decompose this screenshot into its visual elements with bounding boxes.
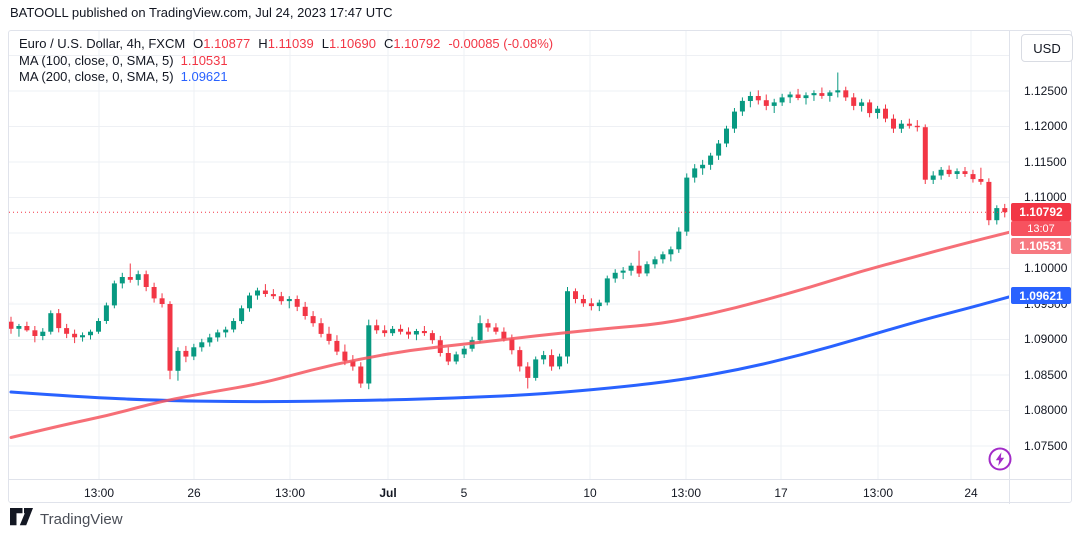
- time-label: 13:00: [274, 486, 306, 500]
- time-label: 5: [460, 486, 468, 500]
- price-label: 1.09000: [1024, 332, 1068, 346]
- price-label: 1.08500: [1024, 368, 1068, 382]
- tradingview-logo-icon[interactable]: [10, 508, 33, 531]
- price-label: 1.11500: [1024, 155, 1067, 169]
- caption-text: BATOOLL published on TradingView.com, Ju…: [10, 5, 393, 20]
- symbol-legend-row: Euro / U.S. Dollar, 4h, FXCM O1.10877 H1.1…: [19, 36, 553, 53]
- ma200-legend-row: MA (200, close, 0, SMA, 5) 1.09621: [19, 69, 553, 86]
- price-label: 1.08000: [1024, 403, 1068, 417]
- price-label: 1.12000: [1024, 119, 1068, 133]
- chart-widget: Euro / U.S. Dollar, 4h, FXCM O1.10877 H1.1…: [8, 30, 1073, 504]
- time-label: 26: [187, 486, 201, 500]
- currency-button[interactable]: USD: [1021, 34, 1073, 62]
- price-label: 1.10000: [1024, 261, 1068, 275]
- time-label: 13:00: [670, 486, 702, 500]
- ma100-label: MA (100, close, 0, SMA, 5): [19, 52, 174, 68]
- price-label: 1.12500: [1024, 84, 1068, 98]
- ma200-value: 1.09621: [180, 69, 228, 84]
- tradingview-wordmark[interactable]: TradingView: [40, 511, 123, 528]
- time-scale[interactable]: 13:00 26 13:00 Jul 5 10 13:00 17 13:00 24: [9, 479, 1072, 503]
- chart-legend: Euro / U.S. Dollar, 4h, FXCM O1.10877 H1.1…: [19, 36, 553, 86]
- change-value: -0.00085 (-0.08%): [448, 36, 554, 51]
- symbol-title: Euro / U.S. Dollar, 4h, FXCM: [19, 36, 186, 51]
- ma200-label: MA (200, close, 0, SMA, 5): [19, 69, 174, 84]
- time-label: 24: [964, 486, 978, 500]
- price-label: 1.07500: [1024, 439, 1068, 453]
- time-label: 13:00: [862, 486, 894, 500]
- close-value: C1.10792: [383, 36, 441, 51]
- price-scale[interactable]: 1.12500 1.12000 1.11500 1.11000 1.10000 1.095…: [1009, 31, 1073, 504]
- last-price-badge: 1.10792: [1011, 203, 1071, 221]
- time-label: 10: [583, 486, 597, 500]
- open-value: O1.10877: [193, 36, 251, 51]
- bar-countdown-badge: 13:07: [1011, 221, 1071, 236]
- flash-reaction-icon[interactable]: [987, 446, 1013, 472]
- ma100-value: 1.10531: [180, 52, 228, 68]
- high-value: H1.11039: [258, 36, 314, 51]
- ma100-price-badge: 1.10531: [1011, 238, 1071, 254]
- price-label: 1.11000: [1024, 190, 1067, 204]
- time-label: 13:00: [83, 486, 115, 500]
- time-label: Jul: [379, 486, 397, 500]
- footer: TradingView: [10, 508, 123, 531]
- ma200-price-badge: 1.09621: [1011, 287, 1071, 304]
- time-label: 17: [774, 486, 788, 500]
- chart-pane[interactable]: [9, 31, 1009, 479]
- low-value: L1.10690: [321, 36, 376, 51]
- ma100-legend-row: MA (100, close, 0, SMA, 5) 1.10531: [19, 53, 553, 70]
